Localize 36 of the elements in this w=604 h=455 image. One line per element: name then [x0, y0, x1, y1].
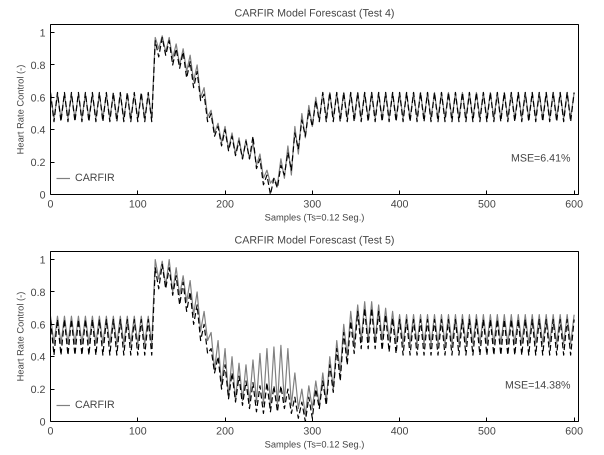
y-tick-label: 0.6	[30, 319, 46, 332]
x-tick-label: 400	[390, 198, 409, 210]
x-tick-label: 600	[565, 426, 584, 438]
annotation: MSE=6.41%	[510, 152, 572, 164]
y-tick-label: 0.4	[30, 124, 46, 137]
chart-title: CARFIR Model Forescast (Test 4)	[234, 8, 394, 20]
x-tick-label: 200	[216, 426, 234, 438]
y-tick-label: 1	[40, 28, 46, 40]
y-tick-label: 0	[40, 416, 46, 428]
x-tick-label: 300	[303, 198, 322, 210]
x-tick-label: 500	[478, 426, 496, 438]
x-tick-label: 100	[128, 426, 147, 438]
y-tick-label: 0.6	[30, 92, 46, 104]
annotation: MSE=14.38%	[505, 380, 572, 392]
y-tick-label: 0.8	[30, 60, 46, 72]
y-tick-label: 0.2	[30, 384, 46, 396]
x-axis-title: Samples (Ts=0.12 Seg.)	[264, 212, 364, 222]
x-tick-label: 0	[48, 426, 54, 438]
x-tick-label: 200	[216, 198, 234, 210]
x-axis-title: Samples (Ts=0.12 Seg.)	[264, 440, 364, 450]
chart-title: CARFIR Model Forescast (Test 5)	[234, 234, 394, 246]
legend-label: CARFIR	[75, 399, 115, 411]
y-axis-title: Heart Rate Control (-)	[16, 64, 26, 154]
x-tick-label: 0	[48, 198, 54, 210]
legend-label: CARFIR	[75, 172, 115, 184]
x-tick-label: 300	[303, 426, 322, 438]
y-tick-label: 0.2	[30, 157, 46, 170]
y-tick-label: 0.8	[30, 286, 46, 299]
x-tick-label: 600	[565, 198, 584, 210]
x-tick-label: 100	[128, 198, 147, 210]
y-axis-title: Heart Rate Control (-)	[16, 292, 26, 382]
y-tick-label: 0.4	[30, 352, 46, 364]
y-tick-label: 0	[40, 190, 46, 202]
x-tick-label: 400	[390, 426, 409, 438]
x-tick-label: 500	[478, 198, 496, 210]
y-tick-label: 1	[40, 254, 46, 267]
